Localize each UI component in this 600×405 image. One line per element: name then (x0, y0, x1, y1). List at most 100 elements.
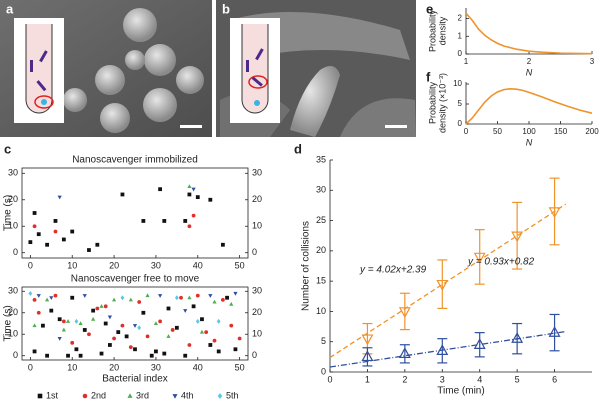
marker (57, 337, 62, 341)
marker (149, 353, 154, 358)
marker (28, 290, 33, 296)
y-tick-label: 2 (458, 14, 463, 23)
marker (187, 343, 192, 347)
marker (95, 306, 100, 311)
marker (208, 197, 213, 202)
marker (204, 330, 209, 334)
marker (28, 240, 33, 245)
marker (78, 321, 83, 326)
marker (216, 349, 221, 354)
marker (220, 242, 225, 247)
marker (187, 295, 192, 300)
y-tick-label-right: 0 (252, 350, 257, 360)
marker (216, 318, 221, 324)
x-tick-label: 2 (527, 57, 532, 66)
marker (32, 349, 37, 354)
y-tick-label: 20 (8, 307, 18, 317)
panel-label: b (222, 1, 230, 16)
chart-title: Nanoscavenger immobilized (72, 155, 198, 166)
panel-label: f (426, 69, 431, 84)
x-tick-label: 20 (109, 260, 119, 270)
marker (133, 347, 137, 352)
x-tick-label: 200 (585, 127, 599, 136)
marker (398, 307, 411, 319)
marker (398, 347, 411, 359)
y-tick-label: 25 (316, 215, 326, 225)
marker (183, 353, 188, 358)
fit-line (329, 203, 567, 359)
y-tick-label: 10 (8, 329, 18, 339)
marker (66, 353, 70, 358)
marker (195, 293, 200, 298)
marker (158, 319, 163, 324)
sem-image-b (216, 0, 416, 137)
marker (99, 351, 104, 356)
marker (128, 345, 133, 350)
marker (199, 329, 205, 334)
marker (61, 237, 66, 242)
y-axis-label: Number of collisions (301, 221, 312, 311)
marker (166, 306, 171, 311)
marker (141, 310, 146, 315)
y-axis-label: Probability (427, 81, 437, 124)
fit-annotation: y = 4.02x+2.39 (359, 265, 427, 276)
marker (195, 318, 200, 324)
x-axis-label: Bacterial index (102, 374, 168, 385)
marker (212, 299, 217, 304)
marker (32, 323, 37, 328)
marker (107, 315, 112, 320)
marker (132, 324, 138, 328)
marker (137, 300, 142, 304)
x-tick-label: 3 (440, 374, 445, 384)
axes (465, 8, 592, 55)
marker (82, 294, 87, 298)
marker (212, 338, 217, 343)
marker (53, 293, 58, 298)
marker (91, 308, 96, 313)
marker (70, 229, 75, 234)
y-tick-label-right: 30 (252, 286, 262, 296)
plot-frame (21, 286, 249, 361)
marker (99, 304, 104, 308)
marker (174, 295, 179, 301)
marker (220, 297, 225, 302)
y-tick-label: 15 (316, 276, 326, 286)
marker (49, 296, 54, 301)
marker (145, 334, 150, 339)
legend-label: 4th (181, 390, 194, 400)
marker (53, 229, 58, 234)
legend-label: 5th (226, 390, 239, 400)
x-axis-label: Time (min) (437, 386, 484, 397)
plot-frame (21, 167, 249, 259)
x-axis-label: N (526, 137, 533, 147)
x-tick-label: 0 (28, 260, 33, 270)
marker (82, 328, 87, 332)
y-tick-label: 35 (316, 154, 326, 164)
y-axis-label: density (437, 16, 447, 45)
y-tick-label: 10 (316, 306, 326, 316)
marker (183, 219, 188, 223)
marker (191, 187, 196, 192)
marker (57, 195, 62, 200)
marker (229, 301, 234, 306)
x-tick-label: 40 (193, 260, 203, 270)
marker (36, 232, 41, 237)
panel-label: d (294, 141, 302, 156)
y-tick-label-right: 0 (252, 247, 257, 257)
marker (473, 252, 486, 264)
sem-image-a (0, 0, 212, 137)
fit-annotation: y = 0.93x+0.82 (467, 257, 535, 268)
y-tick-label: 10 (453, 79, 462, 88)
marker (511, 231, 524, 243)
marker (183, 309, 188, 313)
marker (233, 291, 238, 296)
x-tick-label: 50 (235, 260, 245, 270)
y-tick-label: 1 (458, 31, 463, 40)
marker (225, 295, 229, 300)
x-tick-label: 50 (493, 127, 502, 136)
marker (70, 340, 75, 345)
marker (187, 184, 192, 189)
marker (112, 336, 116, 341)
x-tick-label: 100 (522, 127, 536, 136)
chart-title: Nanoscavenger free to move (71, 274, 200, 285)
